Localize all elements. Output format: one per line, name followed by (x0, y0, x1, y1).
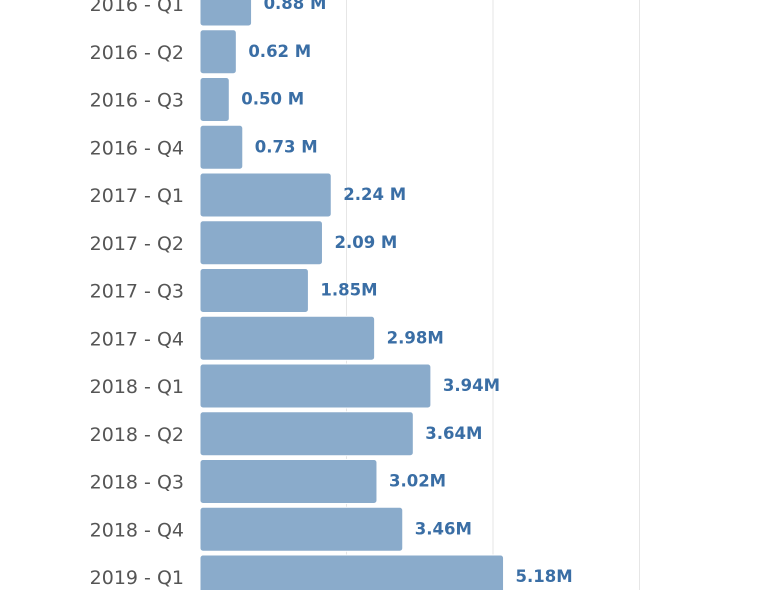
bar (199, 172, 332, 218)
bar (199, 220, 323, 266)
value-label: 0.62 M (248, 42, 311, 61)
value-label: 2.24 M (343, 185, 406, 204)
bar (199, 411, 414, 457)
category-label: 2019 - Q1 (90, 567, 184, 589)
category-label: 2016 - Q1 (90, 0, 184, 16)
value-label: 1.85M (320, 281, 377, 300)
value-label: 3.64M (425, 424, 482, 443)
category-labels: 2016 - Q1 2016 - Q2 2016 - Q3 2016 - Q4 2017… (90, 0, 184, 589)
bar (199, 554, 505, 590)
value-label: 2.09 M (334, 233, 397, 252)
value-label: 3.46M (415, 519, 472, 538)
category-label: 2016 - Q4 (90, 137, 184, 159)
value-label: 0.88 M (264, 0, 327, 13)
value-label: 0.73 M (255, 137, 318, 156)
category-label: 2017 - Q3 (90, 281, 184, 303)
category-label: 2018 - Q3 (90, 472, 184, 494)
bar (199, 363, 432, 409)
bar (199, 77, 230, 122)
bar (199, 124, 244, 170)
bar (199, 459, 378, 504)
bar (199, 315, 376, 361)
value-label: 2.98M (387, 328, 444, 347)
value-label: 3.02M (389, 472, 446, 491)
category-label: 2018 - Q4 (90, 519, 184, 541)
bar (199, 0, 253, 27)
value-labels: 0.88 M 0.62 M 0.50 M 0.73 M 2.24 M 2.09 M 1.85… (241, 0, 572, 586)
bar (199, 29, 237, 75)
category-label: 2017 - Q1 (90, 185, 184, 207)
value-label: 3.94M (443, 376, 500, 395)
category-label: 2016 - Q2 (90, 42, 184, 64)
bars (199, 0, 505, 590)
gridlines (346, 0, 640, 590)
value-label: 0.50 M (241, 90, 304, 109)
bar (199, 268, 309, 313)
category-label: 2017 - Q2 (90, 233, 184, 255)
category-label: 2016 - Q3 (90, 90, 184, 112)
bar (199, 506, 404, 552)
value-label: 5.18M (516, 567, 573, 586)
category-label: 2018 - Q2 (90, 424, 184, 446)
category-label: 2018 - Q1 (90, 376, 184, 398)
category-label: 2017 - Q4 (90, 328, 184, 350)
